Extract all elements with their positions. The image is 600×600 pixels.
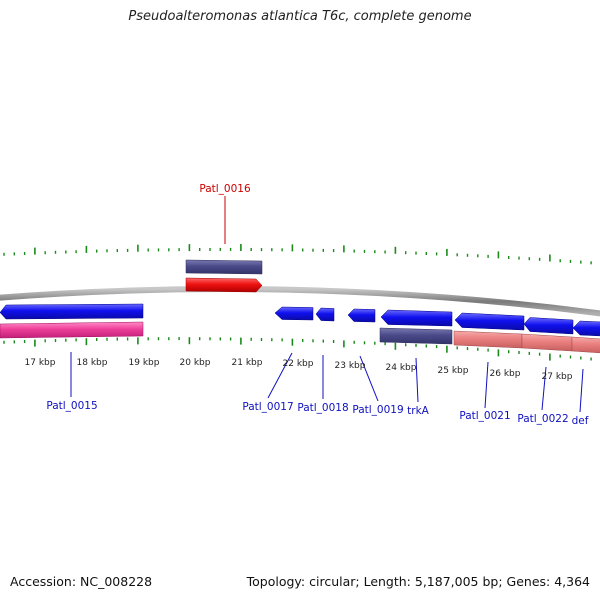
- gene-feature-blue[interactable]: [315, 307, 335, 322]
- gene-label-patl-0021[interactable]: Patl_0021: [459, 410, 510, 422]
- gene-label-def[interactable]: def: [572, 415, 589, 427]
- scale-label: 26 kbp: [490, 369, 521, 379]
- scale-label: 21 kbp: [232, 358, 263, 368]
- gene-feature-red[interactable]: [185, 277, 263, 293]
- map-title: Pseudoalteromonas atlantica T6c, complet…: [128, 9, 472, 24]
- gene-feature-dark[interactable]: [379, 327, 453, 345]
- gene-label-patl-0015[interactable]: Patl_0015: [46, 400, 97, 412]
- genome-backbone: [0, 286, 600, 317]
- callout-line-patl-0021: [484, 361, 489, 409]
- scale-label: 23 kbp: [335, 361, 366, 371]
- gene-label-patl-0019[interactable]: Patl_0019: [352, 404, 403, 416]
- callout-line-trka: [415, 357, 419, 403]
- scale-label: 18 kbp: [77, 358, 108, 368]
- gene-feature-pink[interactable]: [0, 321, 144, 339]
- scale-label: 17 kbp: [25, 358, 56, 368]
- gene-feature-blue[interactable]: [523, 317, 574, 335]
- gene-label-trka[interactable]: trkA: [407, 405, 430, 417]
- gene-label-patl-0017[interactable]: Patl_0017: [242, 401, 293, 413]
- gene-feature-blue[interactable]: [0, 303, 144, 320]
- scale-label: 20 kbp: [180, 358, 211, 368]
- outer-tick-marks: [3, 244, 592, 265]
- gene-feature-blue[interactable]: [380, 309, 453, 327]
- callout-line-patl-0019: [359, 355, 379, 402]
- gene-feature-blue[interactable]: [274, 306, 314, 321]
- accession-text: Accession: NC_008228: [10, 574, 153, 589]
- genome-stats-text: Topology: circular; Length: 5,187,005 bp…: [246, 574, 590, 589]
- gene-feature-blue[interactable]: [347, 308, 376, 323]
- gene-feature-blue[interactable]: [572, 320, 600, 337]
- gene-label-patl-0018[interactable]: Patl_0018: [297, 402, 348, 414]
- callout-line-patl-0017: [267, 352, 293, 399]
- gene-feature-salmon[interactable]: [571, 336, 600, 354]
- scale-label: 19 kbp: [129, 358, 160, 368]
- gene-feature-dark[interactable]: [185, 259, 263, 275]
- gene-label-patl-0022[interactable]: Patl_0022: [517, 413, 568, 425]
- callout-line-patl-0022: [541, 366, 547, 411]
- scale-label: 24 kbp: [386, 363, 417, 373]
- callout-line-def: [579, 368, 584, 413]
- gene-feature-salmon[interactable]: [453, 330, 523, 349]
- gene-label-patl-0016[interactable]: Patl_0016: [199, 183, 251, 195]
- scale-label: 22 kbp: [283, 359, 314, 369]
- gene-feature-blue[interactable]: [454, 312, 525, 331]
- inner-tick-marks: [3, 337, 592, 361]
- scale-label: 25 kbp: [438, 366, 469, 376]
- gene-feature-salmon[interactable]: [521, 333, 573, 352]
- scale-label: 27 kbp: [542, 372, 573, 382]
